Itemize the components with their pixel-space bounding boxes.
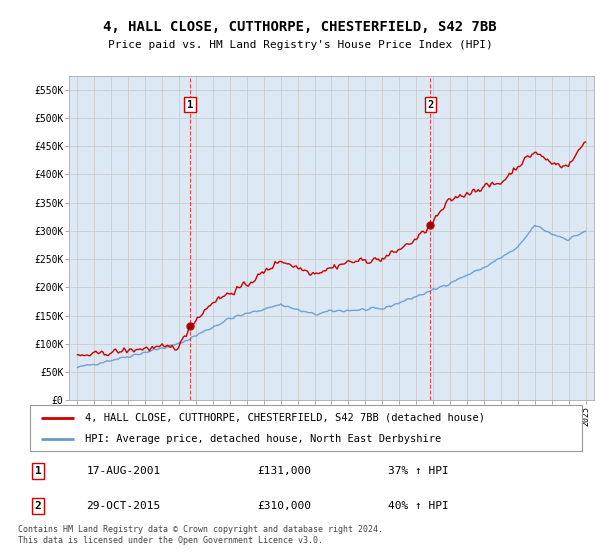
Text: 1: 1: [35, 466, 41, 476]
Text: HPI: Average price, detached house, North East Derbyshire: HPI: Average price, detached house, Nort…: [85, 435, 442, 444]
Text: 29-OCT-2015: 29-OCT-2015: [86, 501, 161, 511]
Text: 37% ↑ HPI: 37% ↑ HPI: [389, 466, 449, 476]
Text: Contains HM Land Registry data © Crown copyright and database right 2024.
This d: Contains HM Land Registry data © Crown c…: [18, 525, 383, 545]
Text: 4, HALL CLOSE, CUTTHORPE, CHESTERFIELD, S42 7BB: 4, HALL CLOSE, CUTTHORPE, CHESTERFIELD, …: [103, 20, 497, 34]
Text: 40% ↑ HPI: 40% ↑ HPI: [389, 501, 449, 511]
Text: 17-AUG-2001: 17-AUG-2001: [86, 466, 161, 476]
Text: 2: 2: [35, 501, 41, 511]
Text: £131,000: £131,000: [257, 466, 311, 476]
Text: 4, HALL CLOSE, CUTTHORPE, CHESTERFIELD, S42 7BB (detached house): 4, HALL CLOSE, CUTTHORPE, CHESTERFIELD, …: [85, 413, 485, 423]
Text: 1: 1: [187, 100, 193, 110]
Text: £310,000: £310,000: [257, 501, 311, 511]
Text: Price paid vs. HM Land Registry's House Price Index (HPI): Price paid vs. HM Land Registry's House …: [107, 40, 493, 50]
Text: 2: 2: [427, 100, 433, 110]
